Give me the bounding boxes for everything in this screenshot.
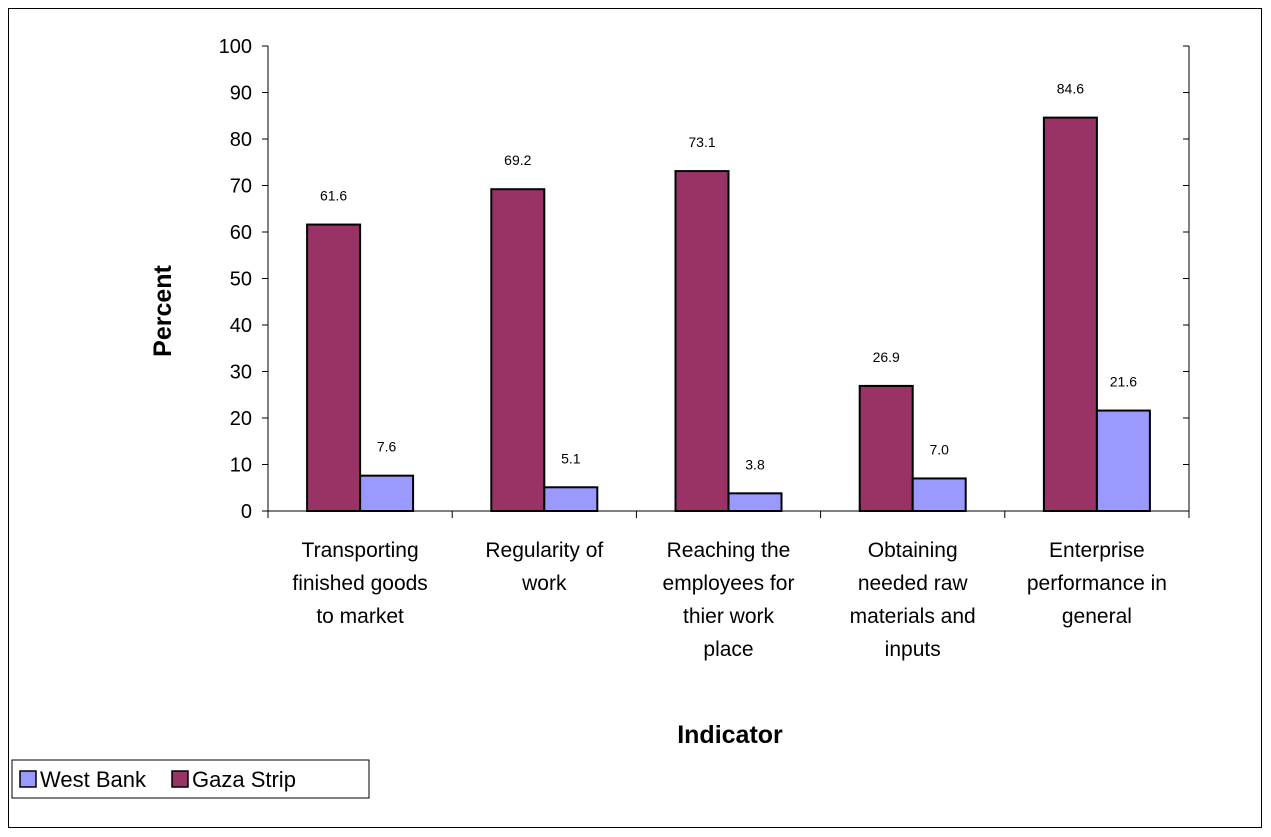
legend-swatch [19,770,37,788]
labels: 61.6 7.6 Transporting finished goods to mark… [292,81,1167,661]
data-label: 7.6 [377,439,397,455]
legend: West Bank Gaza Strip [11,759,370,799]
y-tick-label: 40 [230,315,252,337]
bar-gaza-strip [1042,116,1098,513]
data-label: 69.2 [504,152,531,168]
y-axis-title: Percent [149,264,177,356]
bar-gaza-strip [306,223,362,512]
y-tick-label: 80 [230,129,252,151]
data-label: 73.1 [688,134,715,150]
legend-label: Gaza Strip [192,767,296,792]
x-axis-title: Indicator [677,721,783,749]
y-tick-label: 20 [230,408,252,430]
y-tick-label: 10 [230,455,252,477]
data-label: 3.8 [745,456,765,472]
x-category-label: Regularity of work [485,539,603,595]
x-category-label: Transporting finished goods to market [292,539,427,628]
x-category-label: Obtaining needed raw materials and inputs [850,539,976,661]
data-label: 26.9 [873,349,900,365]
data-label: 21.6 [1110,374,1137,390]
y-tick-label: 90 [230,83,252,105]
legend-swatch [171,770,189,788]
x-category-label: Reaching the employees for thier work place [663,539,795,661]
y-tick-label: 70 [230,176,252,198]
bar-west-bank [359,474,415,513]
legend-label: West Bank [40,767,147,792]
data-label: 5.1 [561,450,581,466]
bar-west-bank [543,486,599,513]
bar-west-bank [727,492,783,512]
y-tick-label: 100 [219,36,252,58]
y-tick-label: 30 [230,362,252,384]
data-label: 61.6 [320,188,347,204]
bar-west-bank [911,477,967,513]
y-tick-label: 50 [230,269,252,291]
bar-gaza-strip [490,188,546,512]
legend-box [11,759,370,799]
bar-gaza-strip [858,384,914,513]
axes: 0 10 20 30 40 50 60 70 80 90 100 [219,36,1190,523]
bars [306,116,1151,513]
x-category-label: Enterprise performance in general [1027,539,1167,628]
bar-gaza-strip [674,170,730,513]
y-tick-label: 60 [230,222,252,244]
y-tick-label: 0 [241,501,252,523]
data-label: 84.6 [1057,81,1084,97]
data-label: 7.0 [929,441,949,457]
bar-west-bank [1095,409,1151,512]
